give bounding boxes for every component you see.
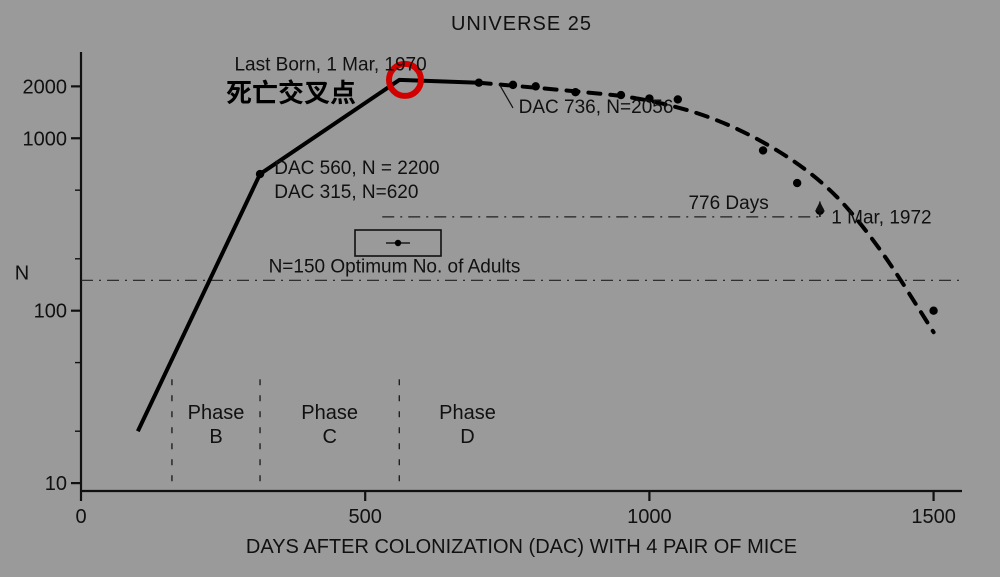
chart-title: UNIVERSE 25 <box>451 13 592 35</box>
phase-label: Phase <box>188 402 245 424</box>
data-point <box>759 146 767 154</box>
data-point <box>256 170 264 178</box>
annotation-dac315: DAC 315, N=620 <box>274 182 418 203</box>
universe25-chart: 0500100015001010010002000 PhaseBPhaseCPh… <box>0 0 1000 577</box>
data-point <box>674 95 682 103</box>
data-point <box>475 79 483 87</box>
x-tick-label: 1000 <box>627 506 672 528</box>
annotation-1mar1972: 1 Mar, 1972 <box>831 208 931 229</box>
x-axis-label: DAYS AFTER COLONIZATION (DAC) WITH 4 PAI… <box>246 536 797 558</box>
annotation-dac736: DAC 736, N=2056 <box>519 97 674 118</box>
x-tick-label: 500 <box>349 506 382 528</box>
data-point <box>509 81 517 89</box>
annotation-death-crossover: 死亡交叉点 <box>226 73 356 110</box>
phase-letter: C <box>322 426 336 448</box>
phase-letter: D <box>460 426 474 448</box>
y-tick-label: 2000 <box>23 76 68 98</box>
y-tick-label: 100 <box>34 301 67 323</box>
data-point <box>793 179 801 187</box>
y-axis-label: N <box>15 263 29 285</box>
data-point <box>532 82 540 90</box>
data-point <box>929 306 937 314</box>
x-tick-label: 1500 <box>911 506 956 528</box>
x-tick-label: 0 <box>75 506 86 528</box>
phase-letter: B <box>209 426 222 448</box>
phase-label: Phase <box>439 402 496 424</box>
optimum-line-label: N=150 Optimum No. of Adults <box>269 256 521 277</box>
y-tick-label: 10 <box>45 473 67 495</box>
annotation-dac560: DAC 560, N = 2200 <box>274 158 439 179</box>
y-tick-label: 1000 <box>23 128 68 150</box>
data-point <box>571 88 579 96</box>
776days-label: 776 Days <box>688 193 768 214</box>
phase-label: Phase <box>301 402 358 424</box>
